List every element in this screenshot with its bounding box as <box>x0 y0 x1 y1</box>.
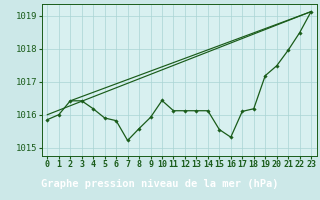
Text: Graphe pression niveau de la mer (hPa): Graphe pression niveau de la mer (hPa) <box>41 179 279 189</box>
